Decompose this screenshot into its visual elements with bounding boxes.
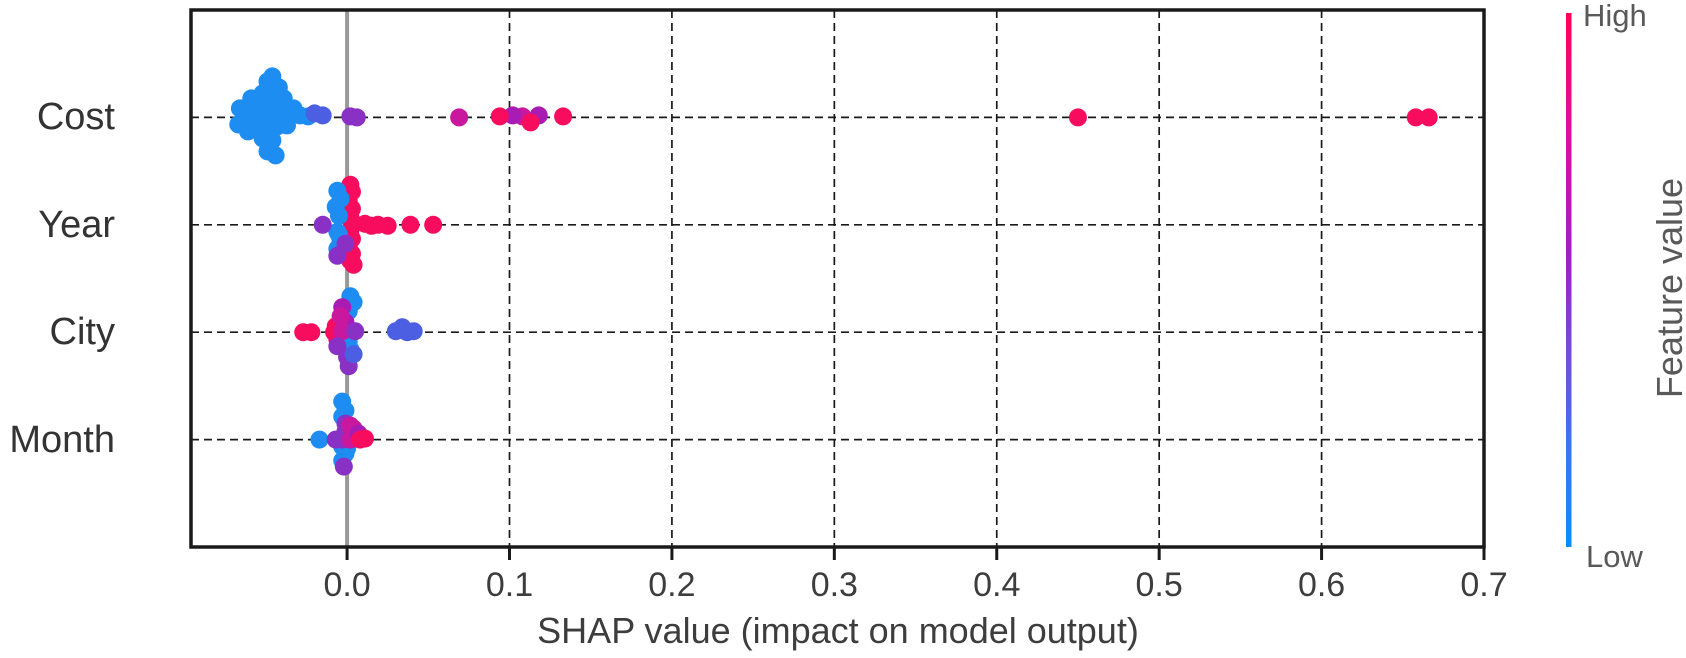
scatter-dot: [450, 108, 469, 127]
feature-label-month: Month: [9, 418, 115, 461]
scatter-dot: [274, 114, 293, 133]
scatter-dot: [347, 108, 366, 127]
scatter-dot: [269, 78, 288, 97]
colorbar-low-label: Low: [1586, 539, 1643, 574]
scatter-dot: [276, 97, 295, 116]
plot-border: [189, 8, 1486, 549]
x-tick-label: 0.7: [1460, 566, 1508, 604]
scatter-dot: [302, 323, 321, 342]
scatter-dot: [1419, 108, 1438, 127]
scatter-dot: [250, 94, 269, 113]
x-tick-label: 0.6: [1297, 566, 1346, 604]
scatter-dot: [334, 457, 353, 476]
scatter-dot: [355, 429, 374, 448]
x-tick-label: 0.5: [1135, 566, 1183, 604]
scatter-dot: [313, 106, 332, 125]
scatter-dot: [344, 345, 363, 364]
scatter-dot: [346, 322, 365, 341]
scatter-dot: [266, 146, 285, 165]
scatter-dot: [255, 108, 274, 127]
x-tick-label: 0.0: [323, 566, 371, 604]
feature-label-city: City: [49, 311, 115, 354]
scatter-dot: [378, 216, 397, 235]
scatter-dot: [1406, 108, 1425, 127]
scatter-dot: [404, 322, 423, 341]
colorbar-high-label: High: [1583, 0, 1647, 33]
scatter-dot: [239, 122, 258, 141]
scatter-dot: [313, 215, 332, 234]
scatter-dot: [336, 234, 355, 253]
scatter-dot: [424, 215, 443, 234]
x-tick-label: 0.1: [485, 566, 534, 604]
feature-label-year: Year: [38, 203, 115, 246]
colorbar-title: Feature value: [1649, 177, 1686, 399]
scatter-dot: [503, 106, 522, 125]
x-tick-label: 0.4: [973, 566, 1021, 604]
scatter-dot: [329, 206, 348, 225]
x-tick-label: 0.2: [648, 566, 696, 604]
scatter-dot: [1068, 108, 1087, 127]
colorbar-gradient: [1566, 13, 1572, 547]
scatter-dot: [490, 107, 509, 126]
scatter-dot: [333, 322, 352, 341]
scatter-dot: [310, 430, 329, 449]
scatter-dot: [521, 113, 540, 132]
scatter-dot: [401, 215, 420, 234]
feature-label-cost: Cost: [36, 96, 115, 139]
x-tick-label: 0.3: [810, 566, 858, 604]
x-axis-label: SHAP value (impact on model output): [537, 610, 1139, 651]
scatter-dot: [554, 107, 573, 126]
scatter-dot: [344, 255, 363, 274]
scatter-dot: [331, 307, 350, 326]
